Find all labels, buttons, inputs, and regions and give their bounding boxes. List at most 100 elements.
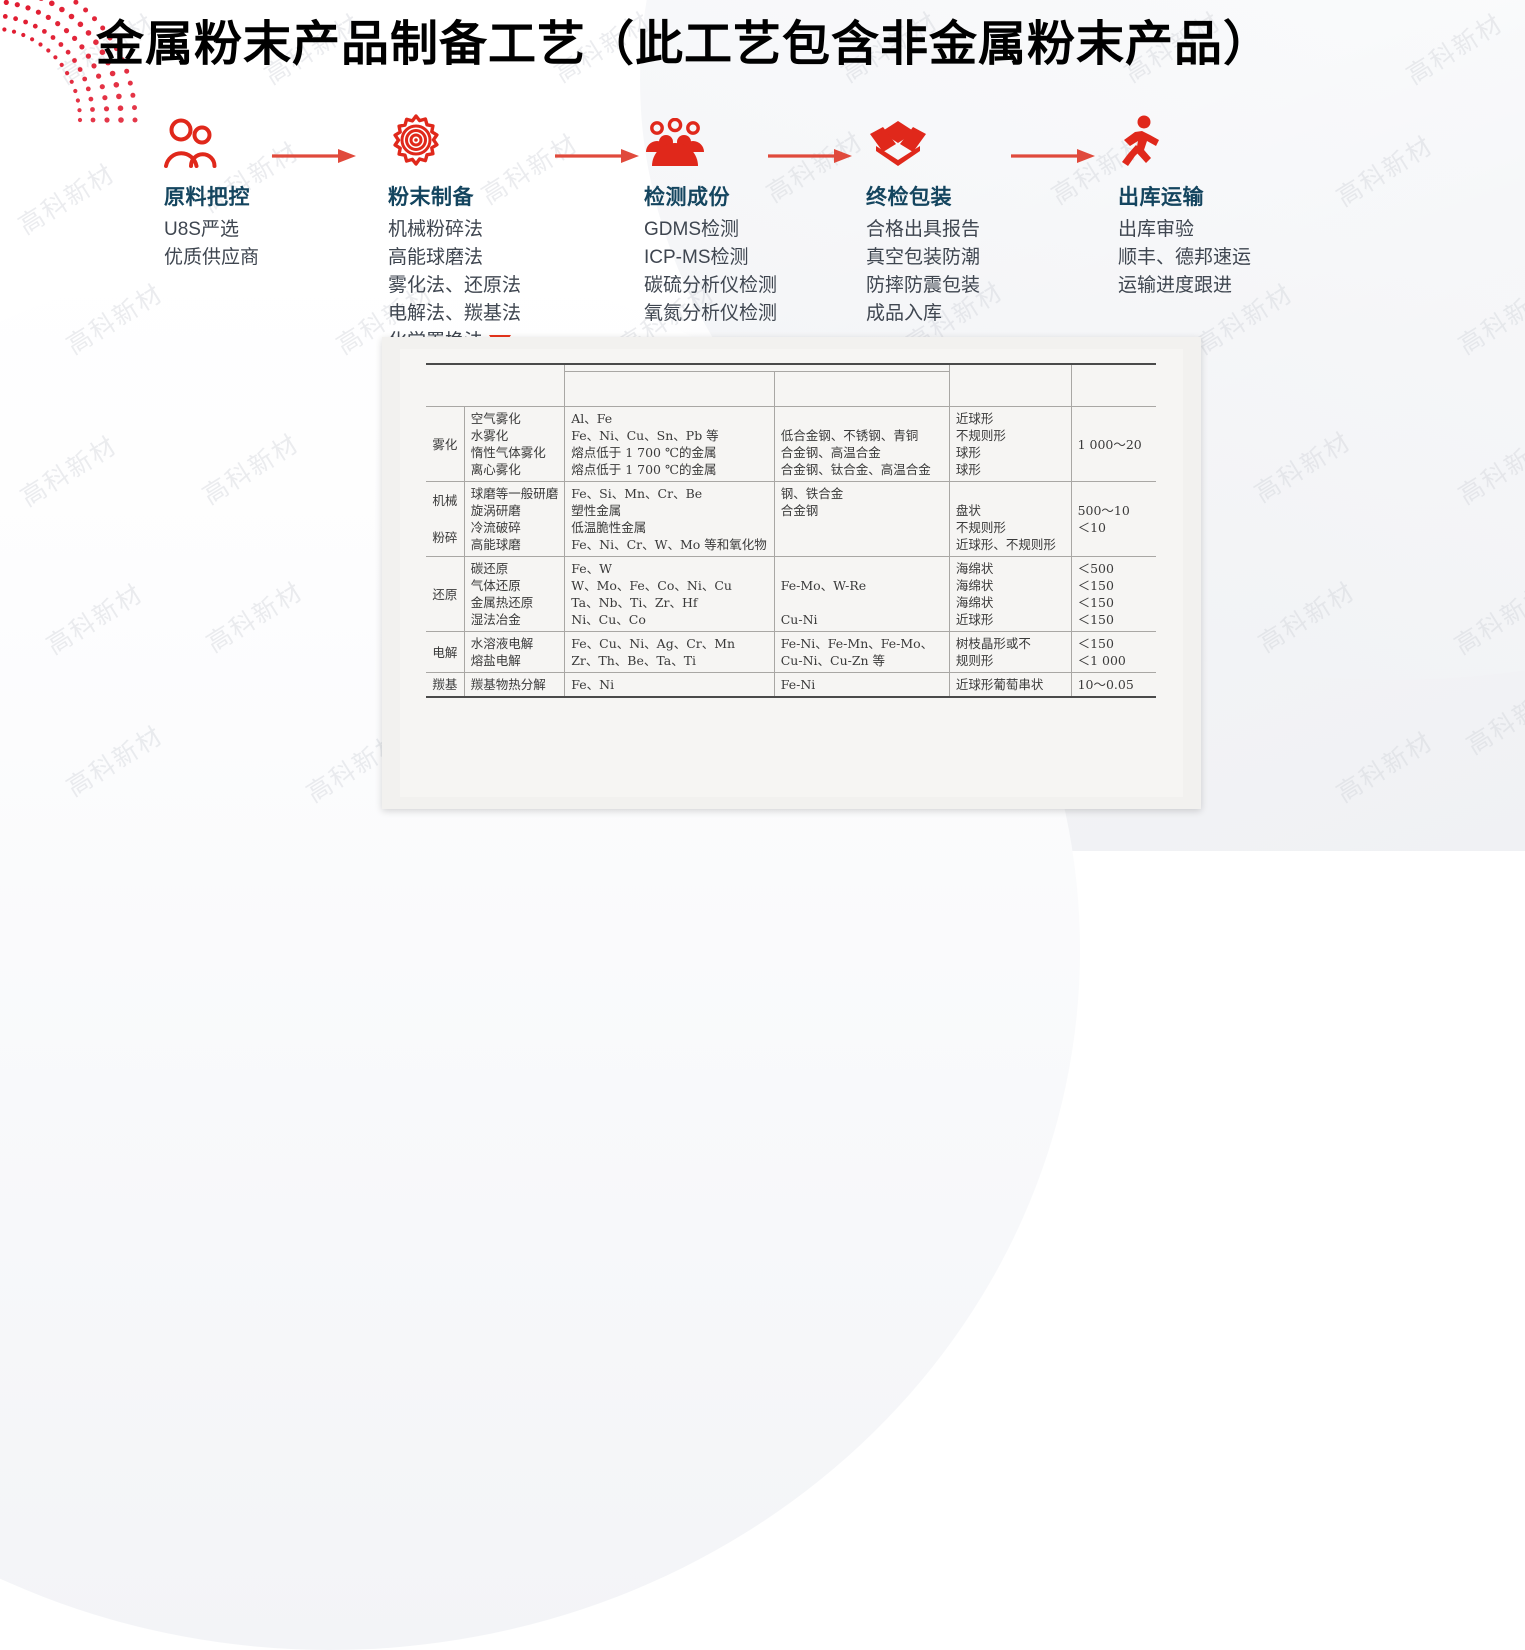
row-2-size-line-1: 500～10 <box>1077 503 1130 518</box>
row-1-method-line-4: 离心雾化 <box>470 462 521 477</box>
flow-step-3-line-2: ICP-MS检测 <box>644 247 749 268</box>
gear-icon <box>388 110 521 168</box>
page-title: 金属粉末产品制备工艺（此工艺包含非金属粉末产品） <box>96 16 1273 72</box>
row-2-methods: 球磨等一般研磨 旋涡研磨 冷流破碎 高能球磨 <box>464 481 566 557</box>
row-1-method-line-3: 惰性气体雾化 <box>470 445 546 460</box>
row-4-method-line-1: 水溶液电解 <box>470 636 534 651</box>
row-4-method-line-2: 熔盐电解 <box>470 653 521 668</box>
flow-step-3-lines: GDMS检测 ICP-MS检测 碳硫分析仪检测 氧氮分析仪检测 <box>644 217 777 327</box>
row-1-shape-line-4: 球形 <box>955 462 981 477</box>
flow-step-3-line-1: GDMS检测 <box>644 219 740 240</box>
row-2-metal-line-2: 塑性金属 <box>571 503 622 518</box>
row-2-alloy: 钢、铁合金 合金钢 <box>774 481 950 557</box>
row-3-metal-line-4: Ni、Cu、Co <box>571 612 646 627</box>
row-3-size-line-3: ＜150 <box>1077 595 1114 610</box>
row-4-shape-line-1: 树枝晶形或不 <box>955 636 1031 651</box>
header-shape <box>949 363 1072 407</box>
flow-step-5[interactable]: 出库运输 出库审验 顺丰、德邦速运 运输进度跟进 <box>1118 110 1251 299</box>
row-5-size: 10～0.05 <box>1071 672 1156 698</box>
row-5-shape: 近球形葡萄串状 <box>949 672 1072 698</box>
row-2-metal-line-4: Fe、Ni、Cr、W、Mo 等和氧化物 <box>571 537 767 552</box>
flow-step-5-line-1: 出库审验 <box>1118 219 1195 240</box>
row-2-alloy-line-3 <box>781 519 943 536</box>
row-3-alloy-line-4: Cu-Ni <box>780 612 818 627</box>
row-4-metal: Fe、Cu、Ni、Ag、Cr、Mn Zr、Th、Be、Ta、Ti <box>564 631 775 673</box>
header-scope-metal <box>564 371 775 407</box>
flow-step-4[interactable]: 终检包装 合格出具报告 真空包装防潮 防摔防震包装 成品入库 <box>866 110 980 327</box>
table-row: 电解 水溶液电解 熔盐电解 Fe、Cu、Ni、Ag、Cr、Mn Zr、Th、Be、Ta、… <box>426 631 1156 673</box>
row-3-shape: 海绵状 海绵状 海绵状 近球形 <box>949 556 1072 632</box>
row-3-metal-line-2: W、Mo、Fe、Co、Ni、Cu <box>571 578 732 593</box>
row-4-alloy-line-1: Fe-Ni、Fe-Mn、Fe-Mo、 <box>780 636 934 651</box>
table-row: 羰基 羰基物热分解 Fe、Ni Fe-Ni 近球形葡萄串状 10～0.05 <box>426 672 1156 698</box>
flow-step-1[interactable]: 原料把控 U8S严选 优质供应商 <box>164 110 259 271</box>
row-4-size-line-2: ＜1 000 <box>1077 653 1126 668</box>
flow-step-5-heading: 出库运输 <box>1118 186 1204 209</box>
row-2-alloy-line-4 <box>781 536 943 553</box>
row-2-shape-line-1 <box>956 485 1065 502</box>
flow-step-3[interactable]: 检测成份 GDMS检测 ICP-MS检测 碳硫分析仪检测 氧氮分析仪检测 <box>644 110 777 327</box>
powder-method-table: 雾化 空气雾化 水雾化 惰性气体雾化 离心雾化 Al、Fe Fe、Ni、Cu、Sn、Pb 等… <box>426 363 1156 698</box>
row-4-alloy: Fe-Ni、Fe-Mn、Fe-Mo、 Cu-Ni、Cu-Zn 等 <box>774 631 950 673</box>
flow-step-3-heading: 检测成份 <box>644 186 730 209</box>
row-3-shape-line-4: 近球形 <box>955 612 994 627</box>
table-body: 雾化 空气雾化 水雾化 惰性气体雾化 离心雾化 Al、Fe Fe、Ni、Cu、Sn、Pb 等… <box>426 363 1156 698</box>
flow-step-3-line-4: 氧氮分析仪检测 <box>644 303 778 324</box>
row-2-alloy-line-1: 钢、铁合金 <box>780 486 844 501</box>
row-2-group-line-1: 机械 <box>432 493 458 508</box>
flow-step-2-line-3: 雾化法、还原法 <box>388 275 522 296</box>
row-1-metal-line-3: 熔点低于 1 700 ℃的金属 <box>571 445 717 460</box>
row-1-alloy-line-1 <box>781 410 943 427</box>
flow-step-2-heading: 粉末制备 <box>388 186 474 209</box>
dotted-arc-decoration <box>2 0 138 123</box>
flow-arrow-1 <box>272 148 356 169</box>
row-4-group: 电解 <box>432 644 458 660</box>
row-1-shape-line-2: 不规则形 <box>955 428 1006 443</box>
row-1-metal-line-2: Fe、Ni、Cu、Sn、Pb 等 <box>571 428 719 443</box>
flow-arrow-3 <box>768 148 852 169</box>
row-1-metal-line-1: Al、Fe <box>571 411 613 426</box>
row-5-alloy-line-1: Fe-Ni <box>780 677 816 692</box>
row-1-alloy-line-2: 低合金钢、不锈钢、青铜 <box>780 428 919 443</box>
row-3-method-line-1: 碳还原 <box>470 561 509 576</box>
row-3-alloy-line-3 <box>781 594 943 611</box>
flow-arrow-2 <box>555 148 639 169</box>
flow-step-4-line-1: 合格出具报告 <box>866 219 981 240</box>
row-5-metal: Fe、Ni <box>564 672 775 698</box>
row-3-size: ＜500 ＜150 ＜150 ＜150 <box>1071 556 1156 632</box>
row-3-method-line-2: 气体还原 <box>470 578 521 593</box>
powder-method-table-card: 雾化 空气雾化 水雾化 惰性气体雾化 离心雾化 Al、Fe Fe、Ni、Cu、Sn、Pb 等… <box>382 337 1201 809</box>
row-2-metal-line-3: 低温脆性金属 <box>571 520 647 535</box>
flow-step-4-line-4: 成品入库 <box>866 303 943 324</box>
row-3-shape-line-3: 海绵状 <box>955 595 994 610</box>
row-2-method-line-3: 冷流破碎 <box>470 520 521 535</box>
table-row: 机械 粉碎 球磨等一般研磨 旋涡研磨 冷流破碎 高能球磨 Fe、Si、Mn、Cr、Be 塑性金… <box>426 481 1156 557</box>
row-1-method-line-2: 水雾化 <box>470 428 509 443</box>
row-5-alloy: Fe-Ni <box>774 672 950 698</box>
row-3-method-line-4: 湿法冶金 <box>470 612 521 627</box>
row-3-group-cell: 还原 <box>426 556 465 632</box>
row-4-methods: 水溶液电解 熔盐电解 <box>464 631 566 673</box>
flow-step-2-line-4: 电解法、羰基法 <box>388 303 522 324</box>
row-3-metal-line-3: Ta、Nb、Ti、Zr、Hf <box>571 595 698 610</box>
row-4-metal-line-2: Zr、Th、Be、Ta、Ti <box>571 653 697 668</box>
row-3-metal: Fe、W W、Mo、Fe、Co、Ni、Cu Ta、Nb、Ti、Zr、Hf Ni、Cu、… <box>564 556 775 632</box>
row-2-shape: 盘状 不规则形 近球形、不规则形 <box>949 481 1072 557</box>
flow-step-4-line-2: 真空包装防潮 <box>866 247 981 268</box>
row-1-group: 雾化 <box>432 436 458 452</box>
header-method <box>426 363 566 407</box>
walking-person-icon <box>1118 110 1251 168</box>
open-box-icon <box>866 110 980 168</box>
row-5-shape-line-1: 近球形葡萄串状 <box>955 677 1044 692</box>
table-row: 还原 碳还原 气体还原 金属热还原 湿法冶金 Fe、W W、Mo、Fe、Co、Ni、Cu Ta… <box>426 556 1156 632</box>
row-5-method-line-1: 羰基物热分解 <box>470 677 546 692</box>
row-5-size-line-1: 10～0.05 <box>1077 677 1134 692</box>
row-1-size: 1 000～20 <box>1071 406 1156 482</box>
group-people-icon <box>644 110 777 168</box>
row-4-size-line-1: ＜150 <box>1077 636 1114 651</box>
row-2-metal: Fe、Si、Mn、Cr、Be 塑性金属 低温脆性金属 Fe、Ni、Cr、W、Mo 等和… <box>564 481 775 557</box>
row-1-alloy-line-3: 合金钢、高温合金 <box>780 445 881 460</box>
process-flow: 原料把控 U8S严选 优质供应商 粉末制备 机械粉碎法 高能球磨法 雾化法、还原法 电解法、羰… <box>0 110 1525 353</box>
row-1-group-cell: 雾化 <box>426 406 465 482</box>
